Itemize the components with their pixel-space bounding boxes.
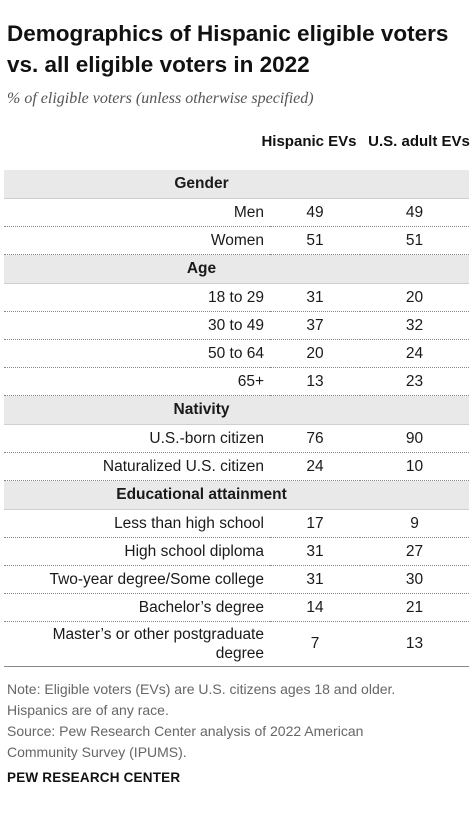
hispanic-value: 51 (270, 226, 360, 255)
chart-note: Note: Eligible voters (EVs) are U.S. cit… (7, 679, 467, 763)
note-line: Hispanics are of any race. (7, 702, 169, 718)
demographics-table: Gender Men 49 49 Women 51 51 Age 18 to 29 31 20 30 … (4, 170, 469, 667)
table-row: 65+ 13 23 (4, 367, 469, 396)
section-header-row: Educational attainment (4, 480, 469, 510)
us-adult-value: 20 (360, 283, 469, 312)
row-label: Less than high school (4, 509, 270, 538)
us-adult-value: 13 (360, 621, 469, 667)
hispanic-value: 31 (270, 537, 360, 566)
row-label: Women (4, 226, 270, 255)
row-label: Bachelor’s degree (4, 593, 270, 622)
row-label: Naturalized U.S. citizen (4, 452, 270, 481)
us-adult-value: 30 (360, 565, 469, 594)
us-adult-value: 10 (360, 452, 469, 481)
hispanic-value: 76 (270, 424, 360, 453)
row-label: 30 to 49 (4, 311, 270, 340)
hispanic-value: 14 (270, 593, 360, 622)
table-row: Naturalized U.S. citizen 24 10 (4, 452, 469, 481)
hispanic-value: 20 (270, 339, 360, 368)
us-adult-value: 24 (360, 339, 469, 368)
row-label: 65+ (4, 367, 270, 396)
table-row: 18 to 29 31 20 (4, 283, 469, 312)
row-label: Two-year degree/Some college (4, 565, 270, 594)
hispanic-value: 37 (270, 311, 360, 340)
row-label: Men (4, 198, 270, 227)
table-row: Bachelor’s degree 14 21 (4, 593, 469, 622)
note-line: Note: Eligible voters (EVs) are U.S. cit… (7, 681, 396, 697)
table-row: 30 to 49 37 32 (4, 311, 469, 340)
us-adult-value: 21 (360, 593, 469, 622)
us-adult-value: 27 (360, 537, 469, 566)
hispanic-value: 24 (270, 452, 360, 481)
row-label: 50 to 64 (4, 339, 270, 368)
section-header-row: Nativity (4, 395, 469, 425)
us-adult-value: 49 (360, 198, 469, 227)
footer-brand: PEW RESEARCH CENTER (7, 770, 181, 785)
hispanic-value: 17 (270, 509, 360, 538)
row-label: U.S.-born citizen (4, 424, 270, 453)
table-row: U.S.-born citizen 76 90 (4, 424, 469, 453)
table-row: 50 to 64 20 24 (4, 339, 469, 368)
table-row: Men 49 49 (4, 198, 469, 227)
source-line: Source: Pew Research Center analysis of … (7, 723, 364, 739)
section-label: Gender (4, 170, 469, 199)
section-label: Nativity (4, 395, 469, 425)
section-header-row: Gender (4, 170, 469, 199)
hispanic-value: 13 (270, 367, 360, 396)
row-label: High school diploma (4, 537, 270, 566)
chart-title: Demographics of Hispanic eligible voters… (7, 21, 449, 77)
row-label: Master’s or other postgraduate degree (4, 621, 270, 667)
hispanic-value: 31 (270, 283, 360, 312)
section-label: Age (4, 254, 469, 284)
table-row: Women 51 51 (4, 226, 469, 255)
hispanic-value: 31 (270, 565, 360, 594)
us-adult-value: 90 (360, 424, 469, 453)
source-line: Community Survey (IPUMS). (7, 744, 187, 760)
hispanic-value: 7 (270, 621, 360, 667)
row-label: 18 to 29 (4, 283, 270, 312)
section-header-row: Age (4, 254, 469, 284)
table-row: Less than high school 17 9 (4, 509, 469, 538)
column-header-hispanic: Hispanic EVs (261, 133, 357, 150)
table-row: Two-year degree/Some college 31 30 (4, 565, 469, 594)
us-adult-value: 23 (360, 367, 469, 396)
us-adult-value: 9 (360, 509, 469, 538)
table-row: Master’s or other postgraduate degree 7 13 (4, 621, 469, 667)
us-adult-value: 32 (360, 311, 469, 340)
table-row: High school diploma 31 27 (4, 537, 469, 566)
column-header-us-adult: U.S. adult EVs (368, 133, 470, 150)
section-label: Educational attainment (4, 480, 469, 510)
us-adult-value: 51 (360, 226, 469, 255)
hispanic-value: 49 (270, 198, 360, 227)
chart-subtitle: % of eligible voters (unless otherwise s… (7, 90, 314, 107)
